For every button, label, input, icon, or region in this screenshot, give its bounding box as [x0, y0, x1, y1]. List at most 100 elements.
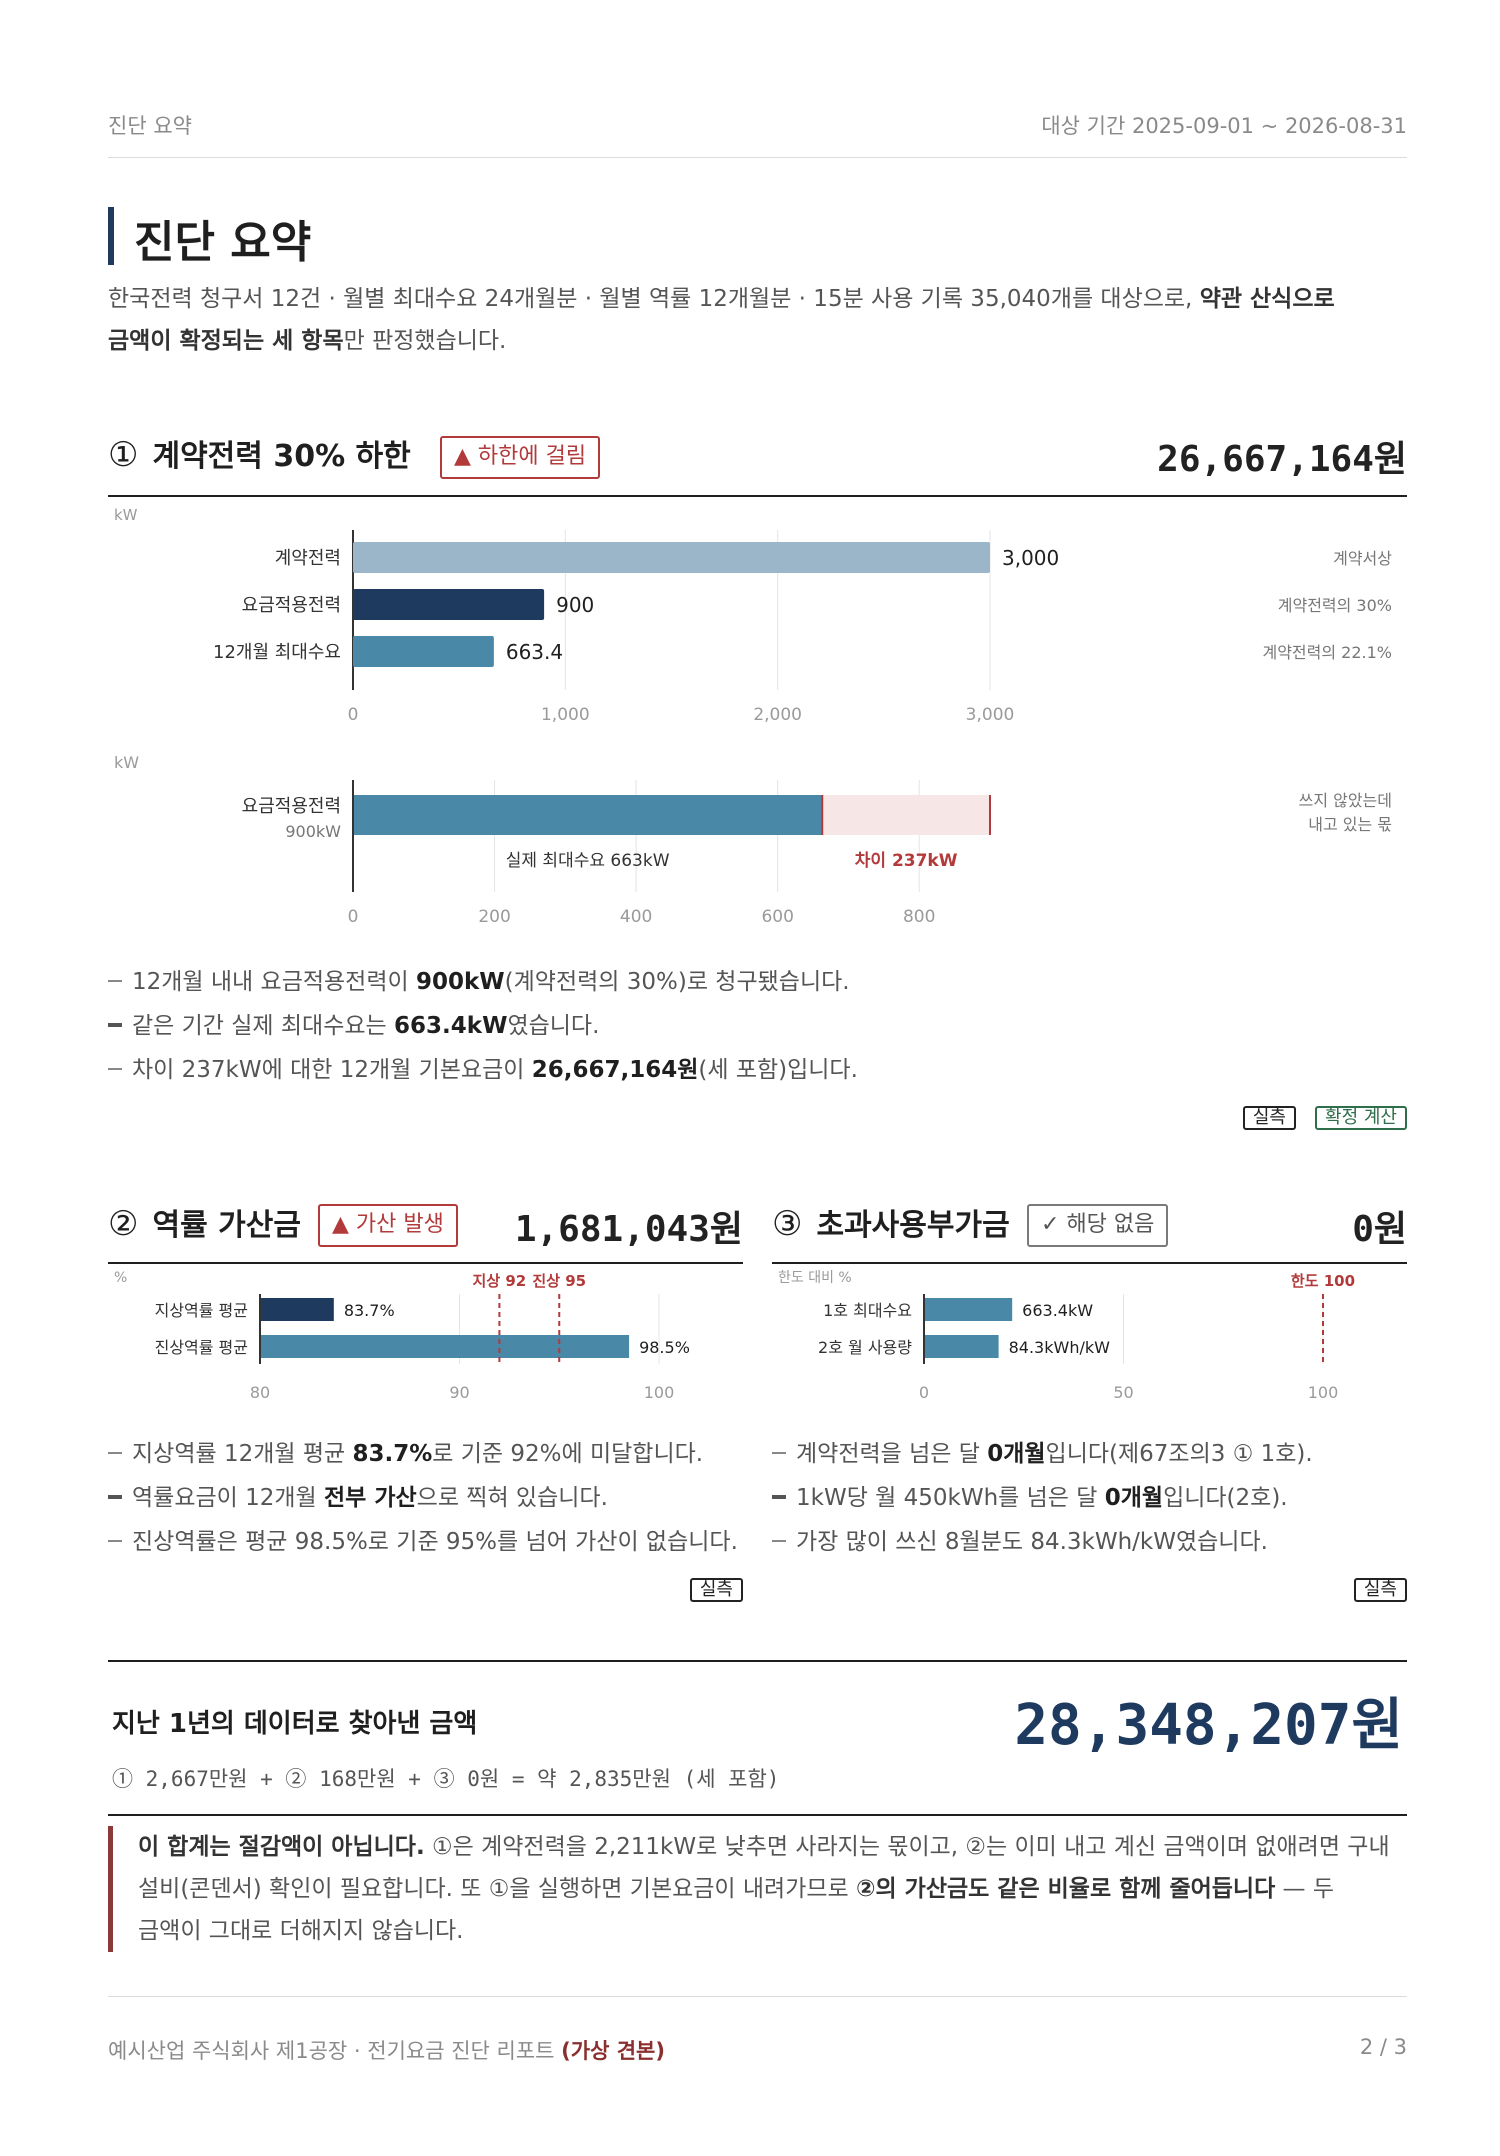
bullet-text: 진상역률은 평균 98.5%로 기준 95%를 넘어 가산이 없습니다.: [132, 1529, 738, 1555]
section1-bullets: 12개월 내내 요금적용전력이 900kW(계약전력의 30%)로 청구됐습니다…: [108, 960, 858, 1092]
intro-text: 한국전력 청구서 12건 · 월별 최대수요 24개월분 · 월별 역률 12개…: [108, 278, 1408, 362]
bullet-text: 입니다(제67조의3 ① 1호).: [1045, 1441, 1313, 1467]
section3-tag-measured: 실측: [1353, 1578, 1407, 1602]
chart4-unit-label: 한도 대비 %: [778, 1270, 852, 1286]
bullet-bold: 0개월: [1104, 1485, 1164, 1511]
x-tick-label: 600: [761, 907, 793, 927]
list-item: 진상역률은 평균 98.5%로 기준 95%를 넘어 가산이 없습니다.: [108, 1520, 738, 1564]
bullet-text: 역률요금이 12개월: [132, 1485, 325, 1511]
chart1-unit-label: kW: [114, 506, 138, 524]
header-divider: [108, 157, 1407, 158]
footer-sample-mark: (가상 견본): [561, 2039, 665, 2063]
right-note: 계약전력의 30%: [1278, 596, 1392, 615]
x-tick-label: 0: [348, 705, 359, 725]
chart2-unit-label: kW: [114, 753, 139, 772]
list-item: 지상역률 12개월 평균 83.7%로 기준 92%에 미달합니다.: [108, 1432, 738, 1476]
data-label: 663.4: [506, 640, 563, 664]
note-text3: — 두: [1275, 1876, 1335, 1902]
note-text4: 금액이 그대로 더해지지 않습니다.: [138, 1918, 464, 1944]
section3-status-badge: ✓ 해당 없음: [1027, 1204, 1169, 1247]
section3-amount: 0원: [1352, 1209, 1407, 1250]
category-label: 진상역률 평균: [155, 1338, 248, 1357]
bullet-text: 12개월 내내 요금적용전력이: [132, 969, 416, 995]
x-tick-label: 0: [919, 1383, 929, 1402]
footer-divider: [108, 1996, 1407, 1997]
section1-status-badge: ▲ 하한에 걸림: [440, 436, 601, 479]
list-item: 가장 많이 쓰신 8월분도 84.3kWh/kW였습니다.: [772, 1520, 1313, 1564]
section3-title: ③ 초과사용부가금: [772, 1200, 1010, 1244]
section1-divider: [108, 495, 1407, 497]
note-text1: ①은 계약전력을 2,211kW로 낮추면 사라지는 몫이고, ②는 이미 내고…: [424, 1834, 1390, 1860]
bullet-text: (계약전력의 30%)로 청구됐습니다.: [504, 969, 850, 995]
section2-bullets: 지상역률 12개월 평균 83.7%로 기준 92%에 미달합니다. 역률요금이…: [108, 1432, 738, 1564]
bullet-text: 계약전력을 넘은 달: [796, 1441, 988, 1467]
right-note: 계약서상: [1333, 549, 1392, 568]
category-sub-label: 900kW: [285, 822, 341, 841]
x-tick-label: 400: [620, 907, 652, 927]
list-item: 역률요금이 12개월 전부 가산으로 찍혀 있습니다.: [108, 1476, 738, 1520]
section2-title: ② 역률 가산금: [108, 1200, 301, 1244]
section1-number: ①: [108, 435, 139, 475]
footer-left: 예시산업 주식회사 제1공장 · 전기요금 진단 리포트 (가상 견본): [108, 2035, 665, 2065]
intro-line2-bold: 금액이 확정되는 세 항목: [108, 328, 344, 354]
reference-label: 진상 95: [532, 1272, 586, 1290]
category-label: 요금적용전력: [242, 796, 341, 817]
bullet-text: 지상역률 12개월 평균: [132, 1441, 353, 1467]
right-note: 쓰지 않았는데: [1299, 791, 1392, 810]
data-label: 3,000: [1002, 546, 1059, 570]
bullet-text: 1kW당 월 450kWh를 넘은 달: [796, 1485, 1105, 1511]
section2-title-text: 역률 가산금: [152, 1208, 301, 1243]
x-tick-label: 100: [644, 1383, 675, 1402]
category-label: 계약전력: [275, 548, 341, 569]
bullet-bold: 0개월: [987, 1441, 1046, 1467]
category-label: 요금적용전력: [242, 595, 341, 616]
bullet-text: 였습니다.: [507, 1013, 600, 1039]
title-accent-bar: [108, 207, 114, 265]
warning-icon: ▲: [332, 1212, 349, 1237]
list-item: 차이 237kW에 대한 12개월 기본요금이 26,667,164원(세 포함…: [108, 1048, 858, 1092]
bullet-bold: 전부 가산: [324, 1485, 417, 1511]
x-tick-label: 100: [1308, 1383, 1339, 1402]
intro-line1: 한국전력 청구서 12건 · 월별 최대수요 24개월분 · 월별 역률 12개…: [108, 286, 1200, 312]
x-tick-label: 2,000: [753, 705, 802, 725]
section2-divider: [108, 1262, 743, 1264]
bar: [353, 542, 990, 573]
reference-label: 지상 92: [473, 1272, 527, 1290]
intro-line1-bold: 약관 산식으로: [1199, 286, 1335, 312]
bullet-bold: 26,667,164원: [531, 1057, 699, 1083]
section1-title-text: 계약전력 30% 하한: [152, 439, 411, 474]
x-tick-label: 800: [903, 907, 935, 927]
note-accent-bar: [108, 1826, 113, 1952]
section3-number: ③: [772, 1204, 803, 1244]
section3-bullets: 계약전력을 넘은 달 0개월입니다(제67조의3 ① 1호). 1kW당 월 4…: [772, 1432, 1313, 1564]
footer-company: 예시산업 주식회사 제1공장 · 전기요금 진단 리포트: [108, 2039, 562, 2063]
right-note: 내고 있는 몫: [1308, 815, 1392, 834]
data-label: 84.3kWh/kW: [1009, 1338, 1111, 1357]
page-title: 진단 요약: [134, 217, 312, 268]
total-title: 지난 1년의 데이터로 찾아낸 금액: [112, 1709, 478, 1739]
total-amount: 28,348,207원: [1014, 1693, 1403, 1758]
bullet-bold: 663.4kW: [394, 1013, 508, 1039]
bar: [260, 1335, 630, 1358]
x-tick-label: 3,000: [966, 705, 1015, 725]
section2-status-badge: ▲ 가산 발생: [318, 1204, 458, 1247]
section1-title: ① 계약전력 30% 하한: [108, 431, 411, 475]
bullet-bold: 900kW: [415, 969, 505, 995]
section3-divider: [772, 1262, 1407, 1264]
bar: [353, 636, 494, 667]
section3-title-text: 초과사용부가금: [816, 1208, 1010, 1243]
bullet-text: (세 포함)입니다.: [698, 1057, 858, 1083]
header-section-label: 진단 요약: [108, 114, 192, 138]
list-item: 계약전력을 넘은 달 0개월입니다(제67조의3 ① 1호).: [772, 1432, 1313, 1476]
note-bold1: 이 합계는 절감액이 아닙니다.: [138, 1834, 425, 1860]
category-label: 1호 최대수요: [823, 1301, 912, 1320]
x-tick-label: 90: [449, 1383, 469, 1402]
chart-power-factor: % 80 90 100 지상역률 평균 83.7% 진상역률 평균 98.5% 지상 92 진상…: [114, 1270, 690, 1402]
bullet-text: 입니다(2호).: [1163, 1485, 1288, 1511]
total-divider: [108, 1660, 1407, 1662]
bullet-text: 같은 기간 실제 최대수요는: [132, 1013, 395, 1039]
total-formula: ① 2,667만원 + ② 168만원 + ③ 0원 = 약 2,835만원 (…: [112, 1767, 780, 1791]
header-period: 대상 기간 2025-09-01 ~ 2026-08-31: [1041, 114, 1407, 138]
bullet-text: 가장 많이 쓰신 8월분도 84.3kWh/kW였습니다.: [796, 1529, 1268, 1555]
